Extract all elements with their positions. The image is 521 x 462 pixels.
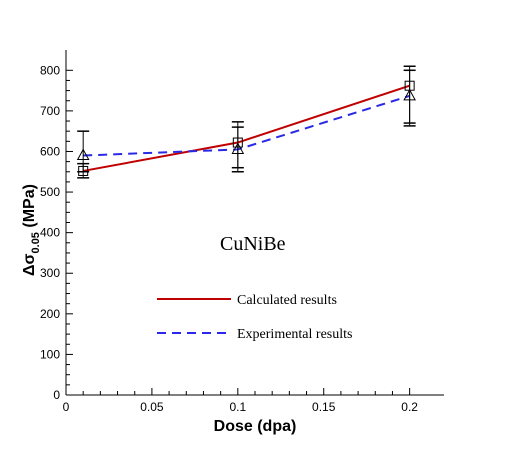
y-axis-title-subscript: 0.05 [30, 232, 42, 253]
x-tick-label: 0.15 [312, 400, 336, 414]
y-axis-title-prefix: Δσ [21, 253, 38, 276]
data-point [76, 148, 90, 161]
x-tick-label: 0.2 [401, 400, 418, 414]
axes [65, 50, 444, 396]
tick-marks [65, 69, 411, 396]
x-tick-label: 0 [63, 400, 70, 414]
x-tick-label: 0.05 [140, 400, 164, 414]
y-axis-title-suffix: (MPa) [21, 184, 38, 232]
legend-label-experimental: Experimental results [237, 327, 352, 342]
y-tick-label: 0 [53, 388, 60, 402]
chart-annotation: CuNiBe [220, 233, 286, 255]
tick-labels: 0 0.05 0.1 0.15 0.2 0 100 200 300 400 500 600 700 800 [40, 63, 418, 414]
x-tick-label: 0.1 [229, 400, 246, 414]
series-0 [77, 65, 416, 179]
y-tick-label: 200 [40, 307, 60, 321]
series-layer [76, 65, 416, 179]
legend-label-calculated: Calculated results [237, 293, 337, 308]
legend: Calculated results Experimental results [157, 293, 352, 342]
data-point [231, 142, 245, 154]
y-tick-label: 400 [40, 226, 60, 240]
y-tick-label: 100 [40, 347, 60, 361]
y-axis-title: Δσ0.05 (MPa) [21, 184, 42, 276]
series-line [83, 94, 410, 157]
y-tick-label: 800 [40, 63, 60, 77]
data-point [403, 88, 416, 101]
series-1 [76, 69, 416, 173]
y-tick-label: 700 [40, 104, 60, 118]
series-line [83, 84, 410, 172]
y-tick-label: 500 [40, 185, 60, 199]
x-axis-title: Dose (dpa) [214, 418, 297, 435]
y-tick-label: 600 [40, 144, 60, 158]
y-tick-label: 300 [40, 266, 60, 280]
